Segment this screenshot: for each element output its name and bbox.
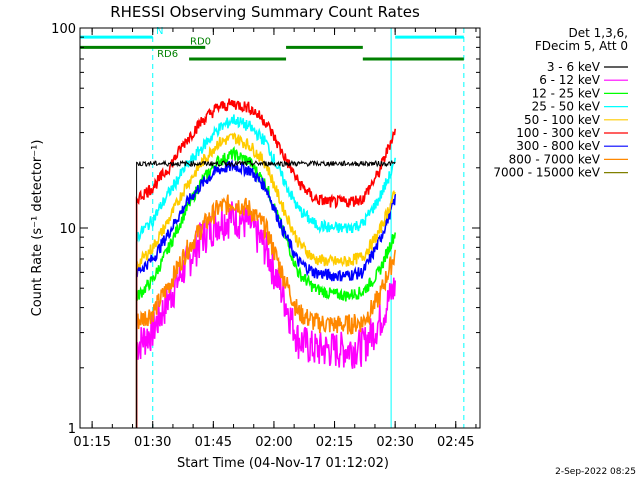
state-bars: N RD0 RD6	[80, 26, 464, 61]
legend-label-5: 100 - 300 keV	[516, 126, 600, 140]
chart-title: RHESSI Observing Summary Count Rates	[110, 3, 420, 21]
state-bar-label-4: RD6	[157, 49, 178, 60]
y-tick-label-0: 1	[68, 422, 76, 437]
series-line-1	[135, 201, 396, 428]
legend-label-8: 7000 - 15000 keV	[493, 166, 600, 180]
state-bar-label-0: N	[156, 26, 163, 37]
axis-ticks: 01:15 01:30 01:45 02:00 02:15 02:30 02:45 1 10 10…	[51, 22, 480, 450]
plot-area: N RD0 RD6 01:15 01:30 01:45 02:00 02:15 02:30 02…	[51, 22, 481, 450]
x-tick-label-5: 02:30	[376, 435, 413, 450]
x-tick-label-4: 02:15	[316, 435, 353, 450]
series-line-0	[136, 159, 396, 428]
legend-label-2: 12 - 25 keV	[532, 86, 601, 100]
state-bar-label-2: RD0	[190, 36, 211, 47]
x-tick-label-2: 01:45	[195, 435, 232, 450]
footer-timestamp: 2-Sep-2022 08:25	[555, 467, 636, 477]
legend-label-4: 50 - 100 keV	[524, 113, 601, 127]
legend-label-7: 800 - 7000 keV	[509, 152, 601, 166]
x-tick-label-0: 01:15	[73, 435, 110, 450]
x-tick-label-1: 01:30	[134, 435, 171, 450]
legend-label-6: 300 - 800 keV	[516, 139, 600, 153]
legend-header-line-2: FDecim 5, Att 0	[535, 39, 628, 53]
series-lines	[135, 98, 396, 428]
y-tick-label-2: 100	[51, 22, 76, 37]
legend-label-0: 3 - 6 keV	[547, 60, 601, 74]
legend-label-1: 6 - 12 keV	[539, 73, 601, 87]
series-line-5	[135, 98, 396, 428]
x-axis-label: Start Time (04-Nov-17 01:12:02)	[177, 456, 389, 471]
y-axis-label: Count Rate (s⁻¹ detector⁻¹)	[30, 140, 45, 317]
series-line-7	[135, 194, 396, 428]
x-tick-label-3: 02:00	[255, 435, 292, 450]
y-tick-label-1: 10	[59, 222, 76, 237]
x-tick-label-6: 02:45	[437, 435, 474, 450]
series-line-3	[135, 114, 396, 428]
legend-label-3: 25 - 50 keV	[532, 100, 601, 114]
series-line-6	[135, 159, 396, 428]
legend-header-line-1: Det 1,3,6,	[569, 26, 629, 40]
orbit-vertical-lines	[79, 28, 465, 428]
